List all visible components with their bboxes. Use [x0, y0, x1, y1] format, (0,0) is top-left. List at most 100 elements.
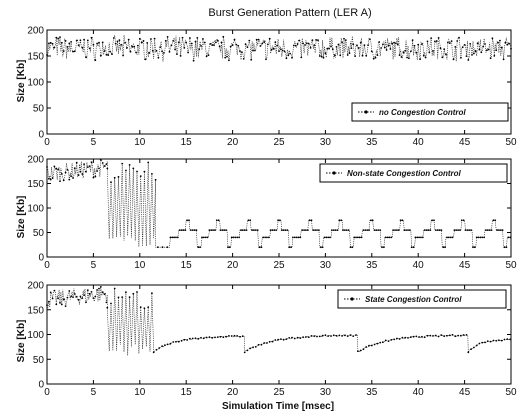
- series-point: [396, 229, 398, 231]
- series-point: [274, 229, 276, 231]
- series-point: [150, 38, 152, 40]
- series-point: [239, 336, 241, 338]
- series-point: [265, 58, 267, 60]
- y-tick-label: 100: [27, 330, 44, 341]
- series-point: [172, 40, 174, 42]
- series-point: [252, 50, 254, 52]
- series-point: [70, 296, 72, 298]
- series-point: [81, 173, 83, 175]
- series-point: [140, 306, 142, 308]
- series-point: [94, 296, 96, 298]
- series-point: [102, 162, 104, 164]
- series-point: [402, 219, 404, 221]
- series-point: [410, 51, 412, 53]
- series-point: [383, 246, 385, 248]
- series-point: [211, 337, 213, 339]
- series-point: [188, 219, 190, 221]
- series-point: [275, 229, 277, 231]
- series-point: [320, 246, 322, 248]
- series-point: [442, 246, 444, 248]
- series-point: [342, 229, 344, 231]
- series-point: [346, 229, 348, 231]
- series-point: [398, 229, 400, 231]
- series-point: [226, 56, 228, 58]
- series-point: [421, 336, 423, 338]
- series-point: [379, 229, 381, 231]
- series-point: [201, 237, 203, 239]
- series-point: [144, 171, 146, 173]
- series-point: [165, 40, 167, 42]
- series-point: [109, 51, 111, 53]
- series-point: [206, 337, 208, 339]
- series-point: [217, 40, 219, 42]
- legend-label: no Congestion Control: [379, 108, 466, 117]
- series-point: [384, 47, 386, 49]
- series-point: [274, 339, 276, 341]
- series-point: [349, 52, 351, 54]
- series-point: [338, 44, 340, 46]
- series-point: [467, 229, 469, 231]
- series-point: [432, 335, 434, 337]
- figure-title: Burst Generation Pattern (LER A): [208, 7, 371, 19]
- series-point: [360, 42, 362, 44]
- series-point: [498, 339, 500, 341]
- y-axis-label: Size [Kb]: [16, 320, 27, 363]
- series-point: [222, 229, 224, 231]
- series-point: [114, 177, 116, 179]
- series-point: [300, 57, 302, 59]
- series-point: [124, 42, 126, 44]
- series-point: [287, 54, 289, 56]
- x-tick-label: 35: [366, 260, 378, 271]
- series-point: [321, 56, 323, 58]
- series-point: [357, 237, 359, 239]
- series-point: [229, 246, 231, 248]
- x-tick-label: 5: [91, 387, 97, 398]
- series-point: [382, 341, 384, 343]
- series-point: [350, 334, 352, 336]
- series-point: [173, 237, 175, 239]
- series-point: [458, 37, 460, 39]
- series-point: [70, 41, 72, 43]
- series-point: [76, 162, 78, 164]
- series-point: [446, 237, 448, 239]
- series-point: [466, 55, 468, 57]
- x-axis-label: Simulation Time [msec]: [222, 401, 334, 412]
- series-point: [167, 36, 169, 38]
- series-point: [480, 237, 482, 239]
- series-point: [402, 337, 404, 339]
- x-tick-label: 15: [181, 137, 193, 148]
- series-point: [295, 45, 297, 47]
- series-point: [222, 336, 224, 338]
- x-tick-label: 40: [413, 260, 425, 271]
- series-point: [334, 54, 336, 56]
- series-point: [162, 246, 164, 248]
- series-point: [193, 60, 195, 62]
- series-point: [235, 237, 237, 239]
- x-tick-label: 45: [459, 137, 471, 148]
- series-point: [118, 176, 120, 178]
- series-point: [388, 45, 390, 47]
- series-point: [258, 39, 260, 41]
- series-point: [396, 338, 398, 340]
- series-point: [276, 45, 278, 47]
- series-point: [208, 54, 210, 56]
- series-point: [325, 237, 327, 239]
- series-point: [309, 219, 311, 221]
- x-tick-label: 50: [505, 137, 517, 148]
- series-point: [55, 304, 57, 306]
- series-point: [61, 304, 63, 306]
- series-point: [104, 165, 106, 167]
- series-point: [289, 53, 291, 55]
- series-point: [93, 297, 95, 299]
- series-point: [190, 229, 192, 231]
- series-point: [312, 229, 314, 231]
- series-point: [418, 237, 420, 239]
- legend-marker: [350, 297, 353, 300]
- series-point: [146, 42, 148, 44]
- series-point: [172, 341, 174, 343]
- series-point: [364, 44, 366, 46]
- series-point: [250, 59, 252, 61]
- series-point: [481, 342, 483, 344]
- series-point: [247, 350, 249, 352]
- series-point: [364, 229, 366, 231]
